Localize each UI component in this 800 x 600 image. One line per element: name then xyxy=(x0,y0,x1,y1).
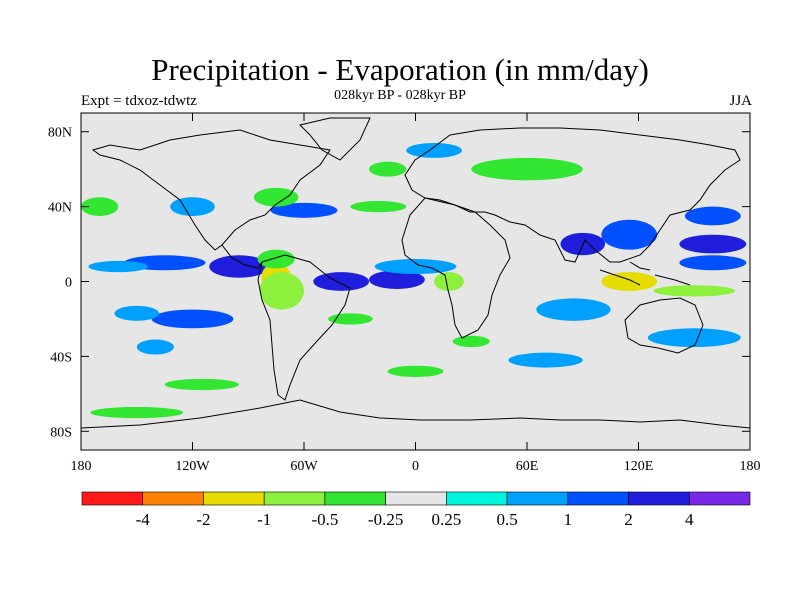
x-tick-label: 120W xyxy=(175,459,210,474)
field-region xyxy=(679,234,747,254)
colorbar-label: -4 xyxy=(136,510,151,529)
field-region xyxy=(259,272,305,310)
experiment-label: Expt = tdxoz-tdwtz xyxy=(81,93,197,109)
field-region xyxy=(536,298,611,321)
colorbar-label: 2 xyxy=(624,510,633,529)
field-region xyxy=(253,187,299,207)
axis-ticks: 180 120W 60W 0 60E 120E 180 80N 40N 0 40S 80S xyxy=(48,113,761,474)
colorbar-swatch xyxy=(628,491,690,506)
colorbar-label: -2 xyxy=(196,510,210,529)
x-tick-label: 120E xyxy=(624,459,654,474)
field-region xyxy=(313,272,370,291)
field-region xyxy=(508,352,583,368)
field-region xyxy=(369,270,425,289)
field-region xyxy=(406,142,462,158)
coastline-antarctica xyxy=(81,399,750,429)
colorbar: -4 -2 -1 -0.5 -0.25 0.25 0.5 1 2 4 xyxy=(81,491,751,529)
colorbar-label: 4 xyxy=(685,510,694,529)
colorbar-label: -0.5 xyxy=(311,510,338,529)
colorbar-swatch xyxy=(324,491,386,506)
field-region xyxy=(151,309,234,329)
field-region xyxy=(257,249,295,269)
field-region xyxy=(601,219,658,250)
field-region xyxy=(434,272,464,291)
colorbar-label: -0.25 xyxy=(368,510,403,529)
colorbar-label: 0.5 xyxy=(496,510,517,529)
coastline-greenland xyxy=(299,117,371,161)
field-region xyxy=(684,206,741,226)
field-region xyxy=(170,197,215,216)
field-region xyxy=(679,255,747,271)
x-tick-label: 0 xyxy=(412,459,419,474)
y-tick-label: 0 xyxy=(65,276,72,291)
colorbar-label: 0.25 xyxy=(431,510,461,529)
coastline-australia xyxy=(624,297,704,354)
chart-title: Precipitation - Evaporation (in mm/day) xyxy=(151,52,649,87)
colorbar-swatch xyxy=(263,491,326,506)
coastline-central-america xyxy=(221,244,263,269)
field-region xyxy=(88,260,148,273)
x-tick-label: 180 xyxy=(740,459,761,474)
colorbar-swatch xyxy=(142,491,204,506)
field-region xyxy=(209,255,269,278)
coastline-eurasia xyxy=(404,127,741,263)
coastline-south-america xyxy=(257,254,351,401)
field-region xyxy=(387,365,444,377)
x-tick-label: 180 xyxy=(71,459,92,474)
colorbar-swatch xyxy=(567,491,629,506)
field-region xyxy=(270,202,338,218)
colorbar-label: 1 xyxy=(564,510,573,529)
colorbar-swatch xyxy=(446,491,508,506)
field-region xyxy=(647,328,741,348)
field-region xyxy=(374,259,457,275)
y-tick-label: 40S xyxy=(50,350,72,365)
field-region xyxy=(653,285,736,297)
field-region xyxy=(81,197,119,216)
coastlines xyxy=(81,117,750,429)
coastline-maritime-continent xyxy=(599,261,691,286)
field-region xyxy=(601,272,658,291)
colorbar-label: -1 xyxy=(257,510,271,529)
field-region xyxy=(114,305,160,321)
x-tick-label: 60E xyxy=(516,459,539,474)
season-label: JJA xyxy=(729,93,752,109)
field-region xyxy=(136,339,174,355)
field-region xyxy=(471,157,583,181)
colorbar-swatch xyxy=(385,491,447,506)
y-tick-label: 80N xyxy=(48,126,72,141)
field-region xyxy=(164,378,239,391)
coastline-north-america xyxy=(91,129,331,251)
y-tick-label: 40N xyxy=(48,201,72,216)
colorbar-swatch xyxy=(81,491,144,506)
field-region xyxy=(328,313,373,325)
coastline-africa xyxy=(401,197,511,339)
field-region xyxy=(90,406,184,419)
field-region xyxy=(350,200,407,213)
x-tick-label: 60W xyxy=(290,459,318,474)
y-tick-label: 80S xyxy=(50,425,72,440)
colorbar-swatch xyxy=(688,491,751,506)
field-shading xyxy=(81,142,747,419)
chart-subtitle: 028kyr BP - 028kyr BP xyxy=(334,88,466,103)
field-region xyxy=(369,161,407,177)
colorbar-swatch xyxy=(506,491,569,506)
colorbar-swatch xyxy=(203,491,265,506)
field-region xyxy=(452,335,490,348)
